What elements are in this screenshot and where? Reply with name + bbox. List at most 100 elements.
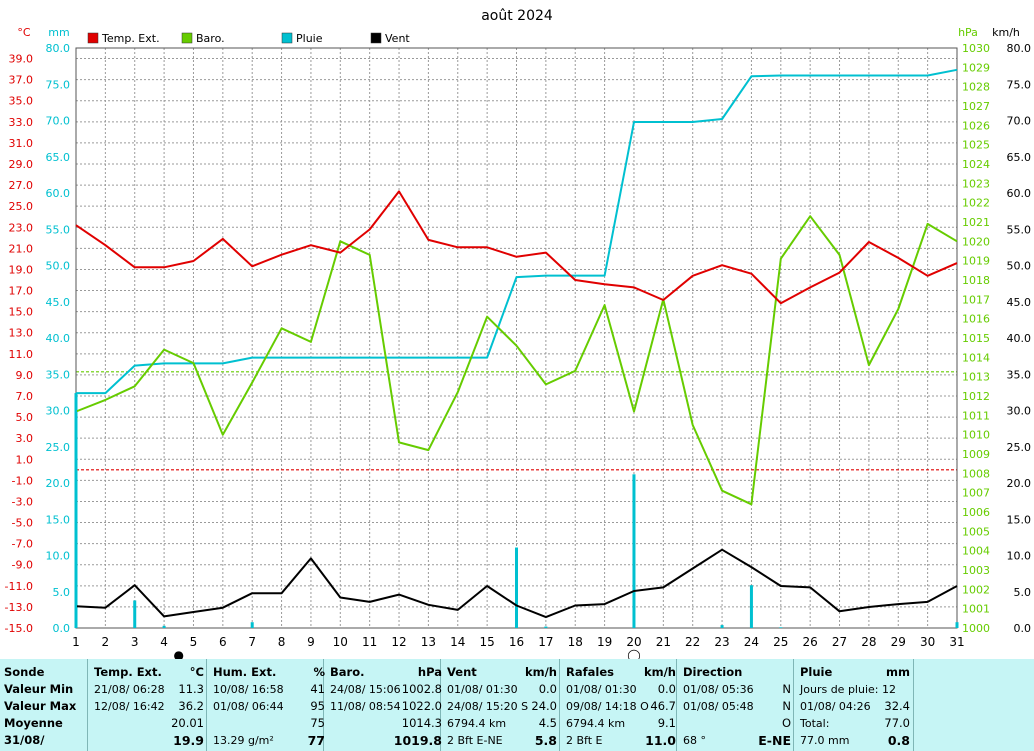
y-tick-label-temp: -7.0	[12, 538, 33, 551]
stats-row-detail: Jours de pluie: 12	[800, 683, 896, 696]
stats-row-value: N	[782, 699, 791, 713]
y-tick-label-baro: 1006	[962, 506, 990, 519]
x-tick-label: 3	[131, 635, 139, 649]
stats-row-value: 0.0	[538, 682, 557, 696]
stats-row-detail: 24/08/ 15:20 S	[447, 700, 529, 713]
y-tick-label-rain: 65.0	[46, 151, 71, 164]
y-tick-label-wind: 5.0	[1014, 586, 1032, 599]
y-tick-label-temp: 27.0	[9, 179, 34, 192]
rain-bar	[779, 627, 783, 628]
y-tick-label-baro: 1020	[962, 235, 990, 248]
x-tick-label: 14	[450, 635, 465, 649]
x-markers: ● ◯	[174, 648, 641, 659]
stats-head-label: Hum. Ext.	[213, 665, 277, 679]
x-tick-label: 2	[102, 635, 110, 649]
y-tick-label-rain: 10.0	[46, 550, 71, 563]
stats-row: 01/08/ 05:36 N	[683, 681, 791, 698]
stats-head: Sonde	[4, 665, 45, 679]
y-tick-label-temp: 13.0	[9, 327, 34, 340]
stats-separator	[559, 659, 560, 751]
y-tick-label-temp: 11.0	[9, 348, 34, 361]
y-tick-label-wind: 45.0	[1007, 296, 1032, 309]
x-tick-label: 22	[685, 635, 700, 649]
y-tick-label-rain: 25.0	[46, 441, 71, 454]
stats-head: Hum. Ext.%	[213, 664, 325, 681]
y-tick-label-wind: 70.0	[1007, 115, 1032, 128]
y-tick-label-rain: 55.0	[46, 223, 71, 236]
y-tick-label-temp: 15.0	[9, 306, 34, 319]
stats-row-detail: 77.0 mm	[800, 734, 850, 747]
y-tick-label-temp: 3.0	[16, 432, 34, 445]
stats-row: 24/08/ 15:06 1002.8	[330, 681, 442, 698]
y-tick-label-temp: 19.0	[9, 263, 34, 276]
y-tick-label-wind: 55.0	[1007, 223, 1032, 236]
x-tick-label: 17	[538, 635, 553, 649]
stats-row-detail: 2 Bft E	[566, 734, 603, 747]
stats-row: 2 Bft E 11.0	[566, 732, 676, 749]
x-tick-label: 8	[278, 635, 286, 649]
stats-separator	[87, 659, 88, 751]
chart-legend: Temp. Ext. Baro. Pluie Vent	[87, 32, 410, 45]
y-tick-label-temp: -9.0	[12, 559, 33, 572]
stats-separator	[440, 659, 441, 751]
y-tick-label-temp: -5.0	[12, 517, 33, 530]
y-tick-label-temp: 37.0	[9, 74, 34, 87]
stats-row-detail: Total:	[800, 717, 830, 730]
chart-title: août 2024	[481, 8, 553, 24]
stats-row-value: 0.0	[657, 682, 676, 696]
weather-chart: août 2024 Temp. Ext. Baro. Pluie Vent 39.03…	[5, 8, 1032, 659]
stats-row: 10/08/ 16:58 41	[213, 681, 325, 698]
y-tick-label-baro: 1029	[962, 61, 990, 74]
stats-row-value: 4.5	[538, 716, 557, 730]
stats-row-value: 24.0	[531, 699, 557, 713]
rain-bar	[162, 625, 166, 628]
y-tick-label-rain: 75.0	[46, 78, 71, 91]
y-tick-label-baro: 1004	[962, 545, 990, 558]
x-tick-label: 11	[362, 635, 377, 649]
y-tick-label-baro: 1001	[962, 603, 990, 616]
y-tick-label-rain: 15.0	[46, 513, 71, 526]
stats-row: Jours de pluie: 12	[800, 681, 910, 698]
y-tick-label-rain: 5.0	[53, 586, 71, 599]
chart-grid	[75, 48, 958, 629]
y-tick-label-temp: 1.0	[16, 453, 34, 466]
y-tick-label-baro: 1009	[962, 448, 990, 461]
legend-label: Pluie	[296, 32, 323, 45]
y-tick-label-temp: 5.0	[16, 411, 34, 424]
y-tick-label-baro: 1022	[962, 197, 990, 210]
stats-head: Vent km/h	[447, 664, 557, 681]
stats-row-detail: 6794.4 km	[447, 717, 507, 730]
stats-col-temp: Temp. Ext. °C 21/08/ 06:28 11.3 12/08/ 16:42…	[94, 659, 204, 751]
y-tick-label-baro: 1021	[962, 216, 990, 229]
y-tick-label-temp: 21.0	[9, 242, 34, 255]
stats-row-value: 77.0	[884, 716, 910, 730]
y-tick-label-baro: 1018	[962, 274, 990, 287]
x-tick-label: 19	[597, 635, 612, 649]
stats-row-value: 11.0	[645, 733, 676, 748]
stats-row: 1014.3	[330, 715, 442, 732]
y-tick-label-baro: 1028	[962, 81, 990, 94]
stats-row: 6794.4 km 9.1	[566, 715, 676, 732]
moon-phase-icon: ●	[174, 648, 184, 659]
rain-bar	[133, 600, 137, 628]
stats-row-value: 19.9	[173, 733, 204, 748]
rain-cumulative-line	[76, 68, 958, 395]
stats-row-value: 1022.0	[401, 699, 442, 713]
y-tick-label-rain: 50.0	[46, 260, 71, 273]
stats-row: 6794.4 km 4.5	[447, 715, 557, 732]
stats-row: 68 ° E-NE	[683, 732, 791, 749]
y-tick-label-wind: 20.0	[1007, 477, 1032, 490]
stats-row-detail: 10/08/ 16:58	[213, 683, 284, 696]
stats-row: 01/08/ 06:44 95	[213, 698, 325, 715]
y-tick-label-baro: 1017	[962, 293, 990, 306]
y-tick-label-wind: 40.0	[1007, 332, 1032, 345]
stats-row-detail: 6794.4 km	[566, 717, 626, 730]
x-tick-label: 26	[803, 635, 818, 649]
y-tick-label-wind: 35.0	[1007, 368, 1032, 381]
rain-bar	[955, 622, 959, 628]
stats-col-vent: Vent km/h 01/08/ 01:30 0.0 24/08/ 15:20 S 24.…	[447, 659, 557, 751]
stats-row: 2 Bft E-NE 5.8	[447, 732, 557, 749]
y-tick-label-rain: 20.0	[46, 477, 71, 490]
stats-col-direction: Direction 01/08/ 05:36 N 01/08/ 05:48 N O 68 °…	[683, 659, 791, 751]
stats-head-unit: %	[313, 665, 325, 679]
